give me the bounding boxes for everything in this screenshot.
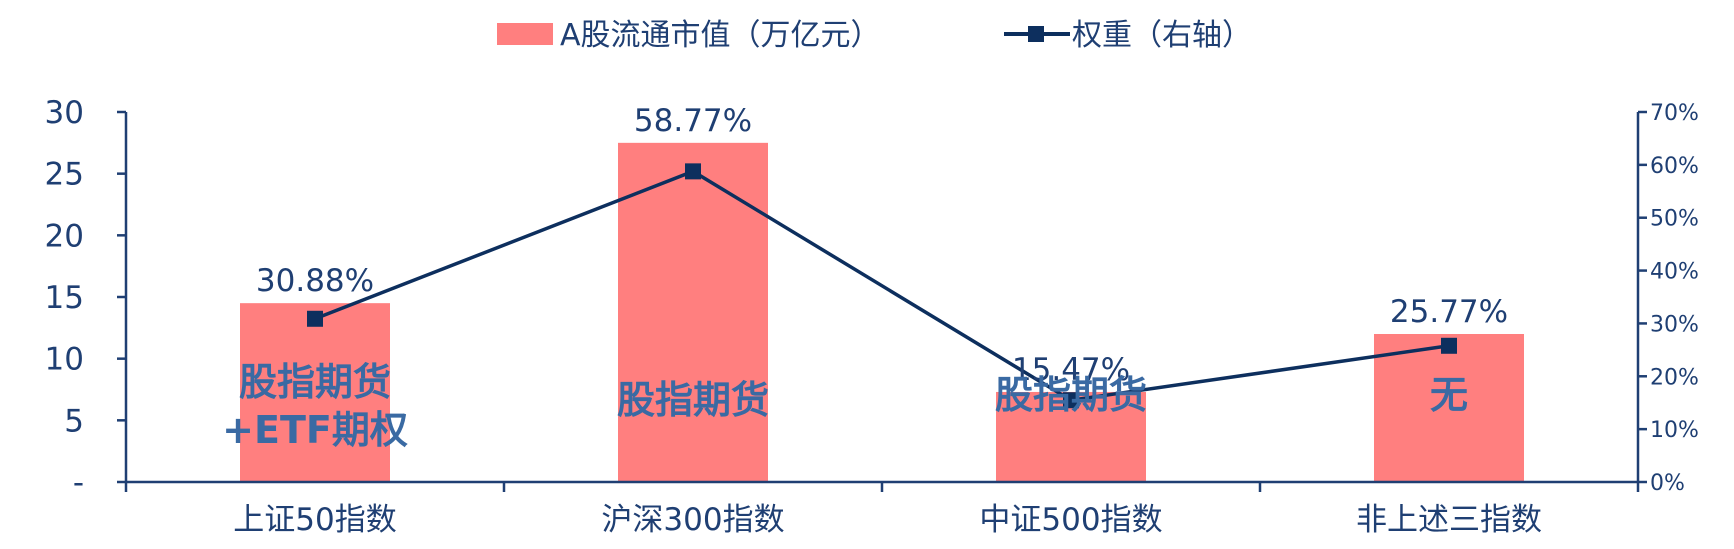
legend-bar-label: A股流通市值（万亿元） [560, 18, 881, 53]
legend-bar-swatch [497, 23, 553, 45]
annotation: 无 [1430, 373, 1468, 417]
x-tick-label: 沪深300指数 [601, 502, 784, 538]
data-label: 58.77% [634, 103, 752, 139]
right-tick-label: 10% [1650, 418, 1699, 443]
data-label: 30.88% [256, 263, 374, 299]
right-tick-label: 70% [1650, 101, 1699, 126]
annotations: 股指期货+ETF期权股指期货 股指期货无 [222, 360, 1468, 452]
annotation: 股指期货 [239, 360, 391, 404]
annotation: 股指期货 [617, 378, 769, 422]
left-tick-label: 20 [45, 218, 84, 254]
bar-series [240, 142, 1524, 483]
right-tick-label: 50% [1650, 207, 1699, 232]
right-tick-label: 0% [1650, 471, 1685, 496]
x-tick-label: 上证50指数 [233, 502, 396, 538]
data-label: 25.77% [1390, 294, 1508, 330]
bar-1 [240, 303, 390, 482]
axes: - 5 10 15 20 25 30 0% 10% 20% 30% 40% 50% 60% 70% 上证50指… [45, 95, 1699, 538]
legend: A股流通市值（万亿元） 权重（右轴） [497, 18, 1252, 53]
line-series [307, 163, 1457, 409]
annotation: +ETF期权 [222, 408, 408, 452]
weight-point-1 [307, 310, 323, 327]
right-tick-label: 60% [1650, 154, 1699, 179]
weight-point-2 [685, 163, 701, 180]
data-label: 15.47% [1012, 352, 1130, 388]
left-tick-label: 10 [45, 342, 84, 378]
left-tick-label: 5 [64, 403, 84, 439]
data-labels: 30.88% 58.77% 15.47% 25.77% [256, 103, 1508, 388]
weight-point-4 [1441, 337, 1457, 354]
annotation: 股指期货 [995, 373, 1147, 417]
right-tick-label: 30% [1650, 312, 1699, 337]
weight-line [314, 169, 1450, 403]
left-tick-label: 30 [45, 95, 84, 131]
weight-point-3 [1063, 392, 1079, 409]
legend-line-label: 权重（右轴） [1072, 18, 1252, 53]
left-tick-label: - [73, 465, 84, 501]
right-tick-label: 40% [1650, 260, 1699, 285]
x-tick-label: 中证500指数 [979, 502, 1162, 538]
right-tick-label: 20% [1650, 365, 1699, 390]
x-tick-label: 非上述三指数 [1356, 502, 1542, 538]
left-tick-label: 15 [45, 280, 84, 316]
bar-2 [618, 142, 768, 483]
bar-4 [1374, 334, 1524, 482]
left-tick-label: 25 [45, 157, 84, 193]
legend-line-marker [1028, 26, 1044, 42]
